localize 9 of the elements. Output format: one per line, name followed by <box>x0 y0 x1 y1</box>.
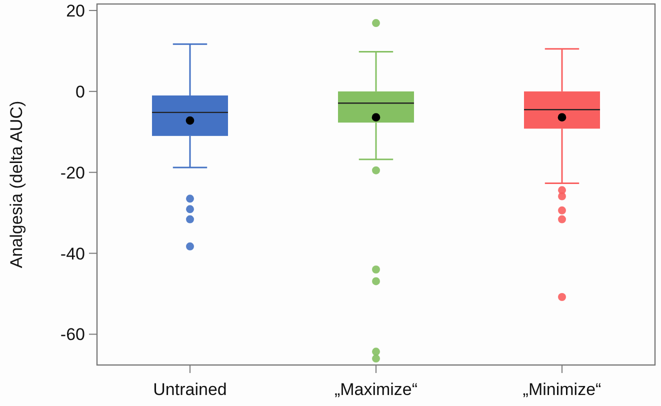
y-tick-label: 20 <box>66 1 85 20</box>
x-tick-label: „Maximize“ <box>334 380 418 399</box>
x-tick-label: Untrained <box>153 380 227 399</box>
y-tick-label: -20 <box>60 163 85 182</box>
y-tick-label: -60 <box>60 325 85 344</box>
y-tick-label: 0 <box>76 82 85 102</box>
x-tick-label: „Minimize“ <box>522 380 602 399</box>
y-axis-title: Analgesia (delta AUC) <box>6 100 26 268</box>
y-tick-label: -40 <box>60 244 85 264</box>
